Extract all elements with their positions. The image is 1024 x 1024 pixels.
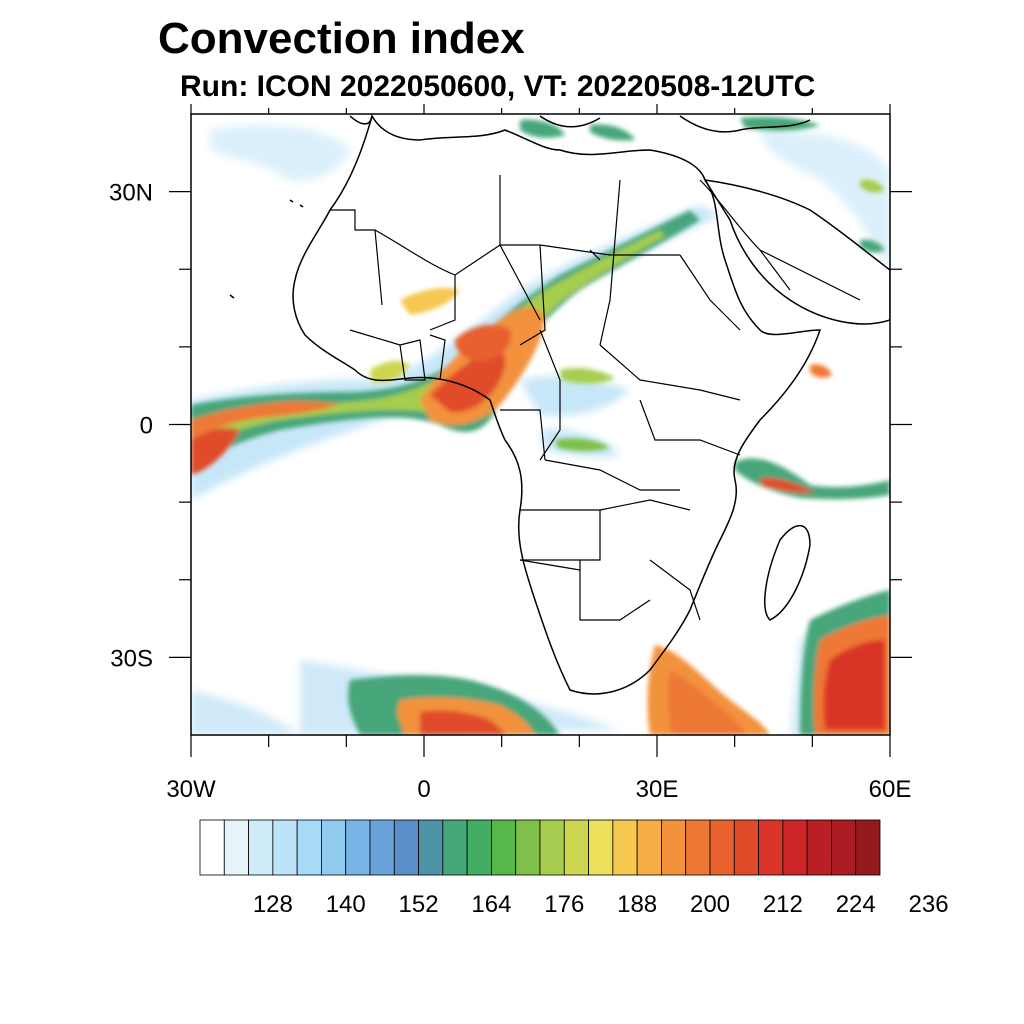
colorbar-label: 128 — [253, 891, 293, 918]
colorbar-label: 176 — [544, 891, 584, 918]
colorbar-swatch — [806, 819, 832, 876]
colorbar-label: 164 — [471, 891, 511, 918]
colorbar-swatch — [466, 819, 492, 876]
colorbar-label: 200 — [690, 891, 730, 918]
colorbar-swatch — [369, 819, 395, 876]
colorbar-swatch — [199, 819, 225, 876]
colorbar-labels: 128 140 152 164 176 188 200 212 224 236 — [253, 891, 949, 918]
colorbar-label: 152 — [399, 891, 439, 918]
colorbar-swatch — [491, 819, 517, 876]
colorbar — [199, 819, 881, 876]
lon-tick-label: 30E — [636, 776, 679, 803]
colorbar-swatch — [393, 819, 419, 876]
colorbar-swatch — [442, 819, 468, 876]
colorbar-swatch — [612, 819, 638, 876]
lon-tick-label: 30W — [166, 776, 216, 803]
colorbar-label: 236 — [909, 891, 949, 918]
colorbar-label: 140 — [326, 891, 366, 918]
colorbar-swatch — [321, 819, 347, 876]
lat-tick-label: 30N — [109, 180, 153, 207]
colorbar-label: 212 — [763, 891, 803, 918]
axis-ticks — [169, 104, 912, 757]
lat-tick-label: 0 — [140, 413, 153, 440]
colorbar-swatch — [831, 819, 857, 876]
colorbar-swatch — [248, 819, 274, 876]
map-title: Convection index — [158, 14, 525, 63]
colorbar-swatch — [855, 819, 881, 876]
country-borders — [330, 175, 861, 621]
colorbar-swatch — [782, 819, 808, 876]
lon-tick-label: 0 — [417, 776, 430, 803]
colorbar-swatch — [539, 819, 565, 876]
colorbar-swatch — [418, 819, 444, 876]
colorbar-swatch — [758, 819, 784, 876]
map-subtitle: Run: ICON 2022050600, VT: 20220508-12UTC — [180, 70, 816, 103]
colorbar-swatch — [636, 819, 662, 876]
colorbar-label: 224 — [836, 891, 876, 918]
colorbar-swatch — [563, 819, 589, 876]
colorbar-swatch — [661, 819, 687, 876]
colorbar-swatch — [272, 819, 298, 876]
colorbar-swatch — [345, 819, 371, 876]
axis-tick-labels: 30W 0 30E 60E 30N 0 30S — [109, 180, 911, 803]
lon-tick-label: 60E — [869, 776, 912, 803]
lat-tick-label: 30S — [110, 645, 153, 672]
colorbar-swatch — [296, 819, 322, 876]
colorbar-swatch — [515, 819, 541, 876]
colorbar-swatch — [588, 819, 614, 876]
coastlines — [229, 114, 890, 695]
colorbar-swatch — [685, 819, 711, 876]
colorbar-label: 188 — [617, 891, 657, 918]
colorbar-swatch — [733, 819, 759, 876]
colorbar-swatch — [709, 819, 735, 876]
colorbar-swatch — [223, 819, 249, 876]
